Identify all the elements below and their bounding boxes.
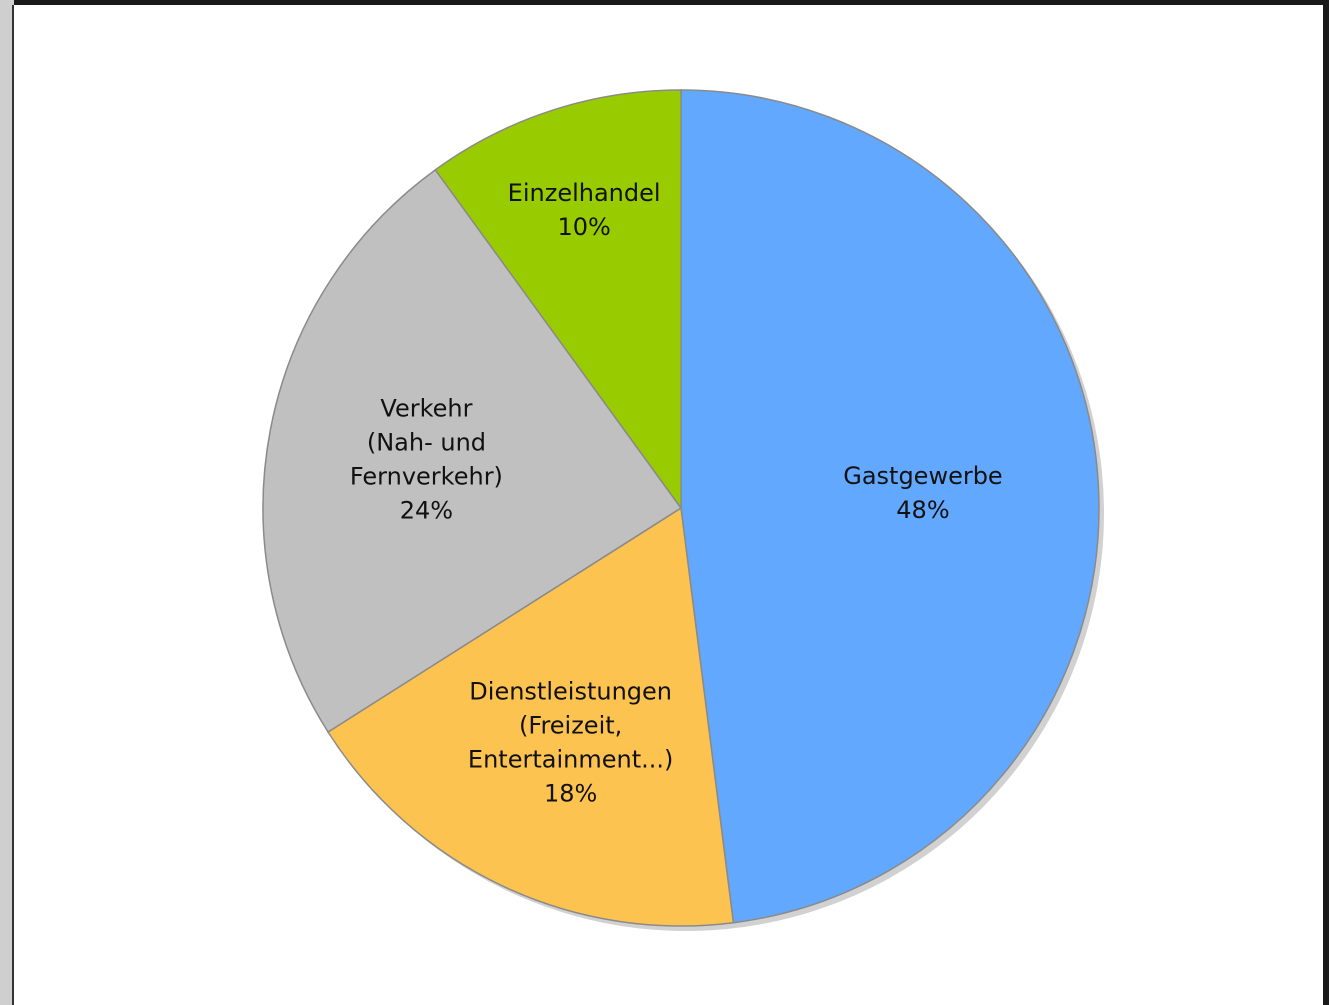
pie-label-line: 18% (544, 779, 597, 807)
pie-label-einzelhandel: Einzelhandel 10% (508, 179, 661, 241)
pie-label-line: (Nah- und (367, 428, 486, 456)
pie-slice-einzelhandel (434, 89, 682, 511)
pie-label-line: Einzelhandel (508, 179, 661, 207)
pie-label-line: Fernverkehr) (350, 462, 503, 490)
pie-labels: Gastgewerbe 48% Dienstleistungen (Freizeit,… (350, 179, 1003, 808)
pie-slice-verkehr (262, 168, 683, 734)
pie-label-line: (Freizeit, (519, 711, 622, 739)
frame-right-border (1323, 0, 1329, 1005)
pie-label-gastgewerbe: Gastgewerbe 48% (843, 462, 1002, 524)
pie-slice-dienstleistungen (327, 506, 735, 927)
pie-label-line: 10% (557, 213, 610, 241)
pie-label-line: Entertainment...) (468, 745, 673, 773)
frame-left-border (0, 0, 14, 1005)
frame-left-inner-border (12, 5, 14, 1005)
frame-top-border (0, 0, 1329, 5)
pie-label-verkehr: Verkehr (Nah- und Fernverkehr) 24% (350, 394, 503, 524)
pie-label-line: 24% (400, 496, 453, 524)
pie-label-line: 48% (896, 496, 949, 524)
pie-label-line: Dienstleistungen (469, 677, 672, 705)
pie-label-line: Gastgewerbe (843, 462, 1002, 490)
pie-slices (262, 89, 1100, 927)
pie-label-line: Verkehr (380, 394, 472, 422)
pie-slice-gastgewerbe (680, 89, 1100, 924)
pie-label-dienstleistungen: Dienstleistungen (Freizeit, Entertainment.… (468, 677, 673, 807)
